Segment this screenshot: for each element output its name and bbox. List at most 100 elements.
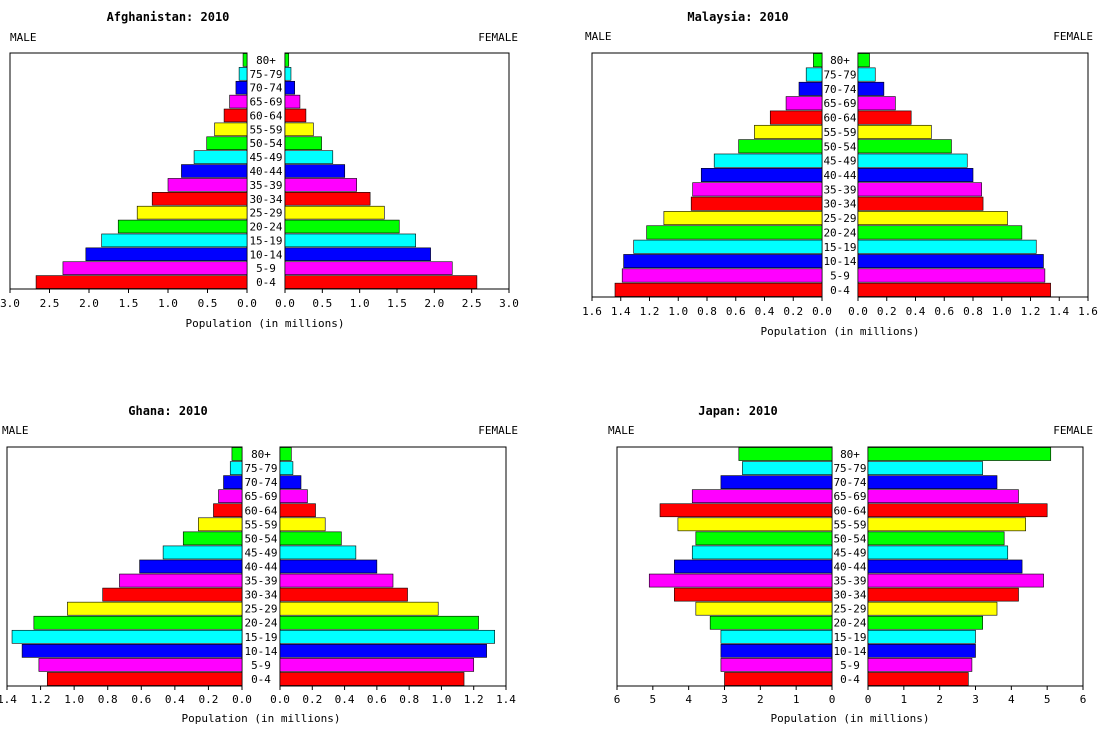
male-bar-55-59 [198,517,243,532]
tick-label: 0.6 [367,693,387,706]
age-label: 70-74 [244,476,277,489]
tick-label: 0.0 [270,693,290,706]
male-bar-60-64 [223,108,248,123]
age-label: 45-49 [244,546,277,559]
chart-title: Malaysia: 2010 [687,10,788,24]
male-bar-80+ [231,447,243,461]
age-label: 40-44 [833,561,866,574]
female-bar-0-4 [284,275,478,289]
tick-label: 3.0 [499,297,519,310]
tick-label: 0.5 [312,297,332,310]
tick-label: 0.2 [783,305,803,318]
tick-label: 5 [1044,693,1051,706]
male-bar-40-44 [139,559,243,574]
tick-label: 0.8 [399,693,419,706]
female-bar-25-29 [284,205,385,220]
age-label: 10-14 [249,248,282,261]
tick-label: 1.5 [119,297,139,310]
male-bar-35-39 [119,573,243,588]
tick-label: 2.0 [424,297,444,310]
female-bar-65-69 [857,96,896,111]
age-label: 80+ [251,448,271,461]
tick-label: 1 [793,693,800,706]
tick-label: 0.6 [934,305,954,318]
male-bar-15-19 [633,239,823,254]
chart-title: Ghana: 2010 [128,404,207,418]
male-bar-10-14 [720,644,833,658]
male-bar-60-64 [659,503,833,518]
female-bar-30-34 [279,587,408,602]
tick-label: 6 [1080,693,1087,706]
tick-label: 0 [865,693,872,706]
female-bar-65-69 [279,489,308,504]
age-label: 40-44 [823,169,856,182]
tick-label: 0.8 [963,305,983,318]
tick-label: 4 [1008,693,1015,706]
age-label: 15-19 [249,234,282,247]
tick-label: 0.4 [165,693,185,706]
age-label: 30-34 [833,589,866,602]
male-bar-25-29 [136,205,248,220]
age-label: 45-49 [249,151,282,164]
male-bar-65-69 [229,94,248,109]
male-bar-5-9 [38,658,243,672]
male-bar-20-24 [646,225,823,240]
age-label: 40-44 [249,165,282,178]
age-label: 60-64 [833,504,866,517]
age-label: 75-79 [244,462,277,475]
tick-label: 0.6 [726,305,746,318]
tick-label: 1.2 [31,693,51,706]
male-bar-5-9 [621,268,823,283]
female-bar-50-54 [279,531,342,546]
female-bar-70-74 [279,475,302,489]
tick-label: 1.0 [992,305,1012,318]
age-label: 5-9 [256,262,276,275]
male-bar-20-24 [117,219,248,234]
female-bar-15-19 [279,629,495,644]
male-bar-75-79 [238,67,248,81]
female-bar-30-34 [284,192,371,206]
female-bar-70-74 [867,475,998,489]
female-bar-20-24 [867,615,983,630]
female-bar-75-79 [867,461,983,475]
female-bar-80+ [279,447,292,461]
tick-label: 0.6 [131,693,151,706]
x-axis-label: Population (in millions) [186,317,345,330]
tick-label: 4 [685,693,692,706]
female-bar-65-69 [284,94,301,109]
female-label: FEMALE [478,424,518,437]
age-label: 35-39 [249,179,282,192]
female-label: FEMALE [1053,30,1093,43]
pyramid-ghana: Ghana: 2010 MALE FEMALE 80+75-7970-7465-696… [0,404,518,725]
age-label: 5-9 [830,269,850,282]
male-bar-40-44 [700,168,823,182]
age-label: 5-9 [840,659,860,672]
chart-title: Japan: 2010 [698,404,777,418]
female-bar-0-4 [279,672,465,686]
male-bar-55-59 [754,124,823,139]
male-bar-30-34 [690,196,823,211]
male-bar-30-34 [674,587,833,602]
female-bar-70-74 [857,81,885,96]
female-bar-45-49 [857,153,968,168]
age-label: 30-34 [244,589,277,602]
tick-label: 3.0 [0,297,20,310]
female-bar-45-49 [279,545,357,560]
age-label: 15-19 [823,241,856,254]
male-bar-70-74 [235,80,248,95]
age-label: 25-29 [823,212,856,225]
age-label: 35-39 [823,183,856,196]
tick-label: 3 [721,693,728,706]
male-bar-5-9 [720,658,833,672]
age-label: 65-69 [833,490,866,503]
male-bar-45-49 [691,545,833,560]
male-bar-70-74 [223,475,243,489]
male-bar-70-74 [720,475,833,489]
tick-label: 2.0 [79,297,99,310]
male-bar-35-39 [692,182,823,197]
female-bar-55-59 [284,122,314,137]
age-label: 5-9 [251,659,271,672]
female-bar-30-34 [857,196,984,211]
male-bar-75-79 [805,67,823,82]
female-bar-40-44 [857,168,974,182]
